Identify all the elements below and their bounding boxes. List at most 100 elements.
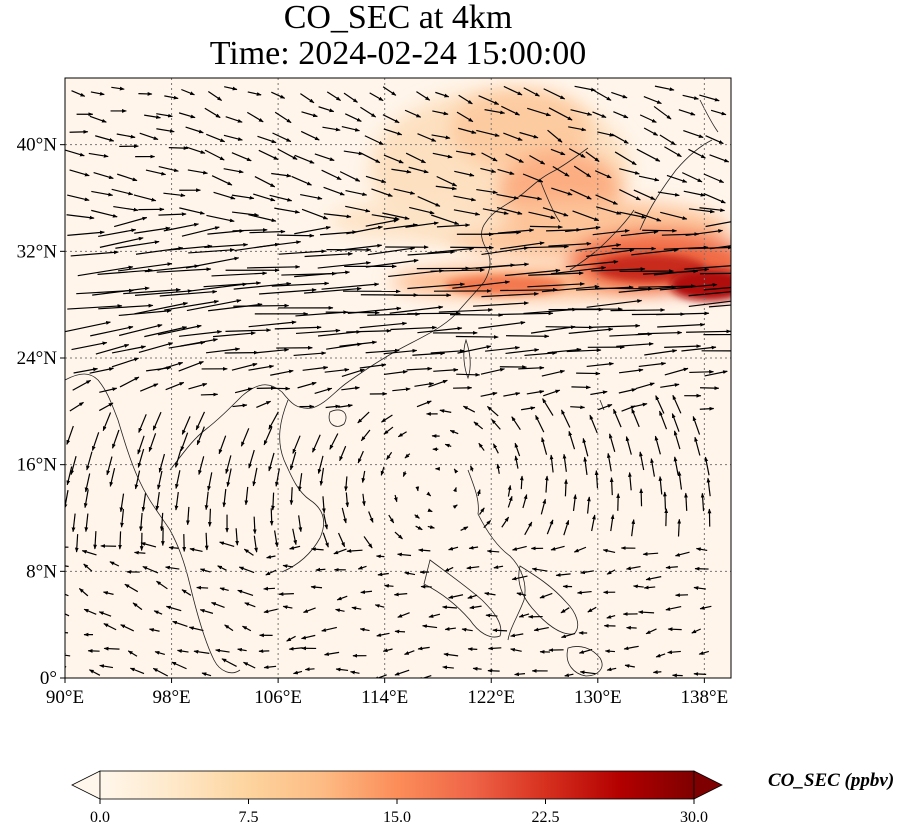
wind-arrow xyxy=(152,411,162,431)
wind-arrow xyxy=(301,208,329,220)
wind-arrow xyxy=(623,645,639,651)
wind-arrow xyxy=(572,210,600,222)
wind-arrow xyxy=(383,370,408,376)
wind-arrow xyxy=(427,246,475,254)
wind-arrow xyxy=(274,530,279,548)
wind-arrow xyxy=(324,368,350,373)
wind-arrow xyxy=(339,340,378,347)
wind-arrow xyxy=(611,133,629,144)
wind-arrow xyxy=(300,93,315,104)
wind-arrow xyxy=(360,152,381,164)
wind-arrow xyxy=(102,591,114,595)
wind-arrow xyxy=(91,209,118,218)
wind-arrow xyxy=(685,229,724,237)
wind-arrow xyxy=(503,132,523,141)
wind-arrow xyxy=(671,413,680,432)
wind-arrow xyxy=(333,548,347,555)
wind-arrow xyxy=(71,90,86,97)
wind-arrow xyxy=(665,606,682,611)
wind-arrow xyxy=(642,552,659,556)
wind-arrow xyxy=(138,342,174,353)
wind-arrow xyxy=(338,403,353,408)
wind-arrow xyxy=(528,211,556,220)
wind-arrow xyxy=(602,548,616,554)
wind-arrow xyxy=(201,672,212,677)
wind-arrow xyxy=(198,456,205,475)
wind-arrow xyxy=(223,168,244,174)
wind-arrow xyxy=(199,568,211,573)
wind-arrow xyxy=(636,148,661,162)
wind-arrow xyxy=(609,477,614,496)
wind-arrow xyxy=(102,412,112,432)
wind-arrow xyxy=(211,175,233,186)
wind-arrow xyxy=(323,186,345,196)
wind-arrow xyxy=(221,658,237,667)
wind-arrow xyxy=(530,325,576,334)
wind-arrow xyxy=(618,368,644,374)
wind-arrow xyxy=(113,205,139,212)
map-title: CO_SEC at 4km Time: 2024-02-24 15:00:00 xyxy=(65,0,731,72)
wind-arrow xyxy=(178,361,204,372)
wind-arrow xyxy=(684,492,688,511)
wind-arrow xyxy=(460,526,469,531)
wind-arrow xyxy=(595,286,653,291)
wind-arrow xyxy=(263,665,277,670)
wind-arrow xyxy=(289,545,301,550)
wind-arrow xyxy=(319,467,325,486)
wind-arrow xyxy=(575,243,622,252)
wind-arrow xyxy=(109,467,116,487)
wind-arrow xyxy=(158,212,187,217)
wind-arrow xyxy=(165,381,185,391)
wind-arrow xyxy=(335,608,345,613)
wind-arrow xyxy=(619,168,640,175)
wind-arrow xyxy=(178,330,223,337)
wind-arrow xyxy=(634,211,662,222)
wind-arrow xyxy=(339,171,361,182)
wind-arrow xyxy=(371,188,393,197)
wind-arrow xyxy=(688,300,731,308)
wind-arrow xyxy=(703,286,731,291)
wind-arrow xyxy=(93,531,98,550)
wind-arrow xyxy=(249,229,286,234)
wind-arrow xyxy=(500,241,545,250)
wind-arrow xyxy=(73,367,98,374)
wind-arrow xyxy=(301,634,316,640)
wind-arrow xyxy=(258,149,279,161)
wind-arrow xyxy=(65,653,71,658)
wind-arrow xyxy=(204,532,209,551)
wind-arrow xyxy=(625,565,641,571)
wind-arrow xyxy=(274,207,300,214)
wind-arrow xyxy=(295,328,341,335)
wind-arrow xyxy=(497,228,535,234)
wind-arrow xyxy=(361,493,366,507)
wind-arrow xyxy=(667,627,682,632)
wind-arrow xyxy=(257,135,277,144)
lon-tick-label: 138°E xyxy=(681,687,729,708)
wind-arrow xyxy=(141,493,147,512)
wind-arrow xyxy=(70,250,119,257)
wind-arrow xyxy=(231,152,252,162)
wind-arrow xyxy=(237,589,254,597)
wind-arrow xyxy=(156,580,168,590)
wind-arrow xyxy=(178,112,196,119)
wind-arrow xyxy=(277,148,298,160)
wind-arrow xyxy=(709,245,731,250)
wind-arrow xyxy=(456,111,474,123)
wind-arrow xyxy=(467,594,478,599)
wind-arrow xyxy=(682,94,699,100)
map-frame xyxy=(64,77,732,679)
wind-arrow xyxy=(137,448,145,468)
wind-arrow xyxy=(703,173,725,184)
wind-arrow xyxy=(386,451,393,460)
wind-arrow xyxy=(632,402,648,408)
wind-arrow xyxy=(71,341,108,351)
wind-arrow xyxy=(514,442,521,457)
wind-arrow xyxy=(704,456,710,476)
wind-arrow xyxy=(547,347,582,354)
wind-arrow xyxy=(95,344,130,355)
wind-arrow xyxy=(458,94,473,105)
wind-arrow xyxy=(619,211,647,219)
wind-arrow xyxy=(65,593,69,597)
wind-arrow xyxy=(523,87,540,97)
wind-arrow xyxy=(518,613,530,618)
